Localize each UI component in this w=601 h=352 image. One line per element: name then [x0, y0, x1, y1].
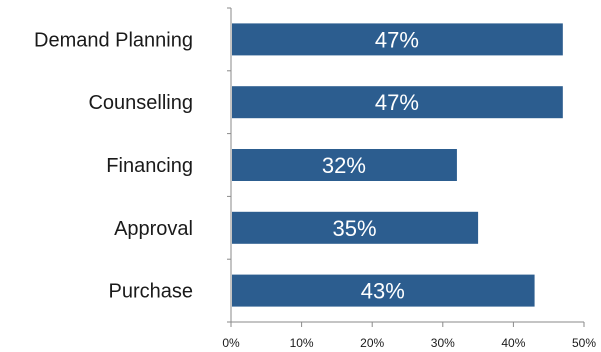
x-tick-label: 40%	[501, 336, 525, 350]
bar	[232, 274, 535, 307]
category-labels: Demand Planning Counselling Financing Appro…	[34, 29, 193, 302]
bar-value-label: 32%	[322, 153, 366, 178]
bar-value-label: 35%	[333, 216, 377, 241]
bar-value-label: 47%	[375, 27, 419, 52]
x-tick-label: 20%	[360, 336, 384, 350]
category-label: Demand Planning	[34, 29, 193, 51]
bar-value-label: 43%	[361, 279, 405, 304]
x-tick-label: 50%	[572, 336, 596, 350]
x-tick-label: 10%	[290, 336, 314, 350]
x-tick-label: 0%	[222, 336, 240, 350]
bar	[232, 149, 457, 181]
bar-value-label: 47%	[375, 90, 419, 115]
bar	[232, 23, 563, 56]
x-tick-labels: 0% 10% 20% 30% 40% 50%	[222, 336, 596, 350]
bar	[232, 211, 479, 244]
chart-axes	[227, 7, 585, 327]
x-tick-label: 30%	[431, 336, 455, 350]
category-label: Financing	[106, 155, 193, 177]
bar	[232, 86, 563, 119]
chart-bars: 47% 47% 32% 35% 43%	[232, 23, 563, 307]
category-label: Purchase	[109, 281, 194, 303]
category-label: Approval	[114, 218, 193, 240]
category-label: Counselling	[88, 92, 193, 114]
